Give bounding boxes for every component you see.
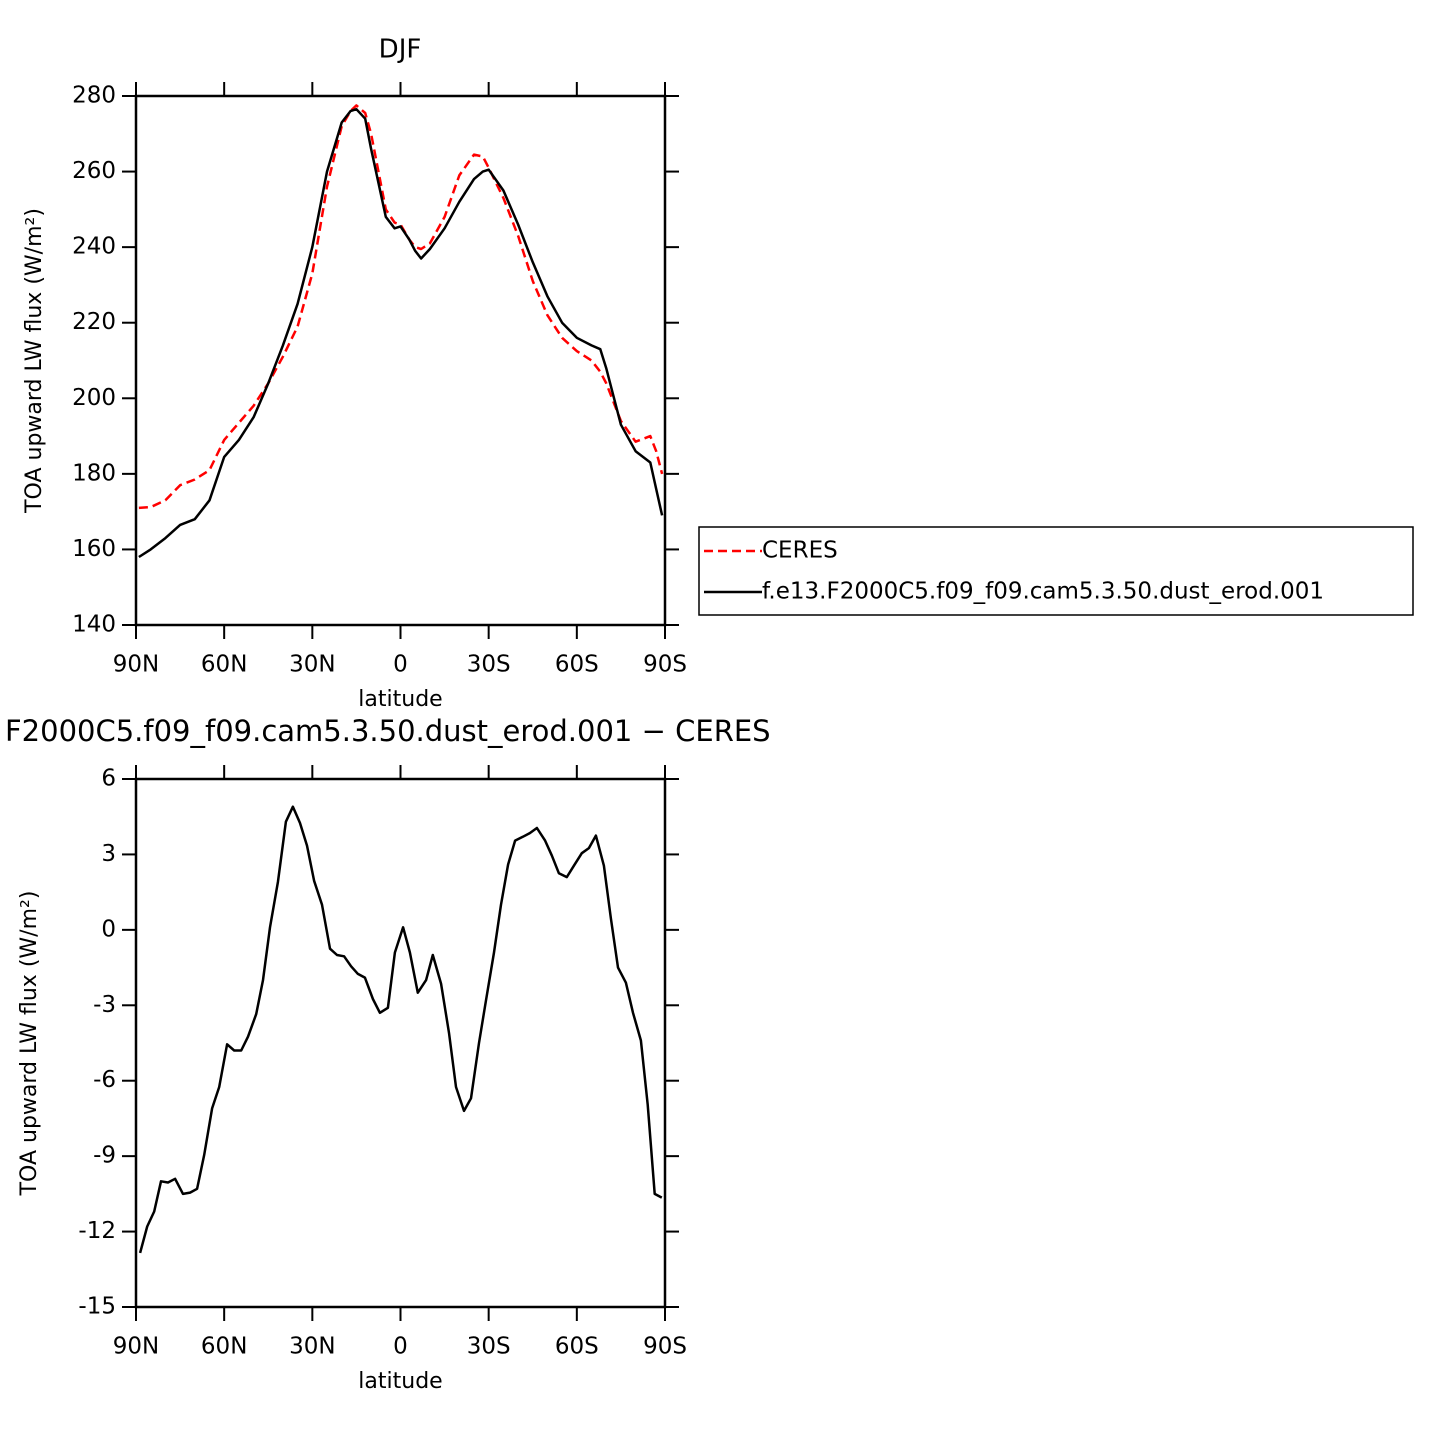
y-tick-label: 200: [72, 385, 116, 411]
legend-label: f.e13.F2000C5.f09_f09.cam5.3.50.dust_ero…: [762, 579, 1324, 605]
y-tick-label: -3: [93, 992, 116, 1018]
legend-box: [698, 526, 1414, 616]
y-tick-label: 180: [72, 460, 116, 486]
x-tick-label: 0: [393, 1334, 408, 1360]
x-axis-label: latitude: [358, 687, 442, 712]
y-tick-label: -9: [93, 1143, 116, 1169]
y-tick-label: 260: [72, 158, 116, 184]
x-tick-label: 30N: [289, 652, 335, 678]
x-tick-label: 90S: [643, 1334, 687, 1360]
plot-frame: [134, 94, 667, 627]
legend-label: CERES: [762, 538, 838, 564]
y-axis-label: TOA upward LW flux (W/m²): [17, 891, 42, 1197]
x-tick-label: 90N: [113, 652, 159, 678]
x-tick-label: 60S: [555, 652, 599, 678]
x-tick-label: 60N: [201, 1334, 247, 1360]
y-tick-label: 6: [101, 766, 116, 792]
y-tick-label: 280: [72, 83, 116, 109]
chart-title: DJF: [379, 35, 422, 65]
x-tick-label: 0: [393, 652, 408, 678]
x-tick-label: 90S: [643, 652, 687, 678]
x-axis-label: latitude: [358, 1369, 442, 1394]
y-tick-label: 160: [72, 536, 116, 562]
chart-title: F2000C5.f09_f09.cam5.3.50.dust_erod.001 …: [5, 714, 771, 748]
y-tick-label: -12: [78, 1218, 116, 1244]
y-tick-label: 220: [72, 309, 116, 335]
y-tick-label: 240: [72, 234, 116, 260]
x-tick-label: 30S: [467, 652, 511, 678]
y-tick-label: 140: [72, 612, 116, 638]
x-tick-label: 60S: [555, 1334, 599, 1360]
y-tick-label: -15: [78, 1294, 116, 1320]
y-tick-label: 3: [101, 841, 116, 867]
y-tick-label: -6: [93, 1067, 116, 1093]
y-tick-label: 0: [101, 916, 116, 942]
x-tick-label: 60N: [201, 652, 247, 678]
x-tick-label: 90N: [113, 1334, 159, 1360]
series-line: [138, 805, 663, 1254]
plot-frame: [134, 777, 667, 1309]
y-axis-label: TOA upward LW flux (W/m²): [22, 208, 47, 514]
series-line: [138, 107, 664, 559]
x-tick-label: 30S: [467, 1334, 511, 1360]
series-line: [138, 104, 664, 510]
x-tick-label: 30N: [289, 1334, 335, 1360]
